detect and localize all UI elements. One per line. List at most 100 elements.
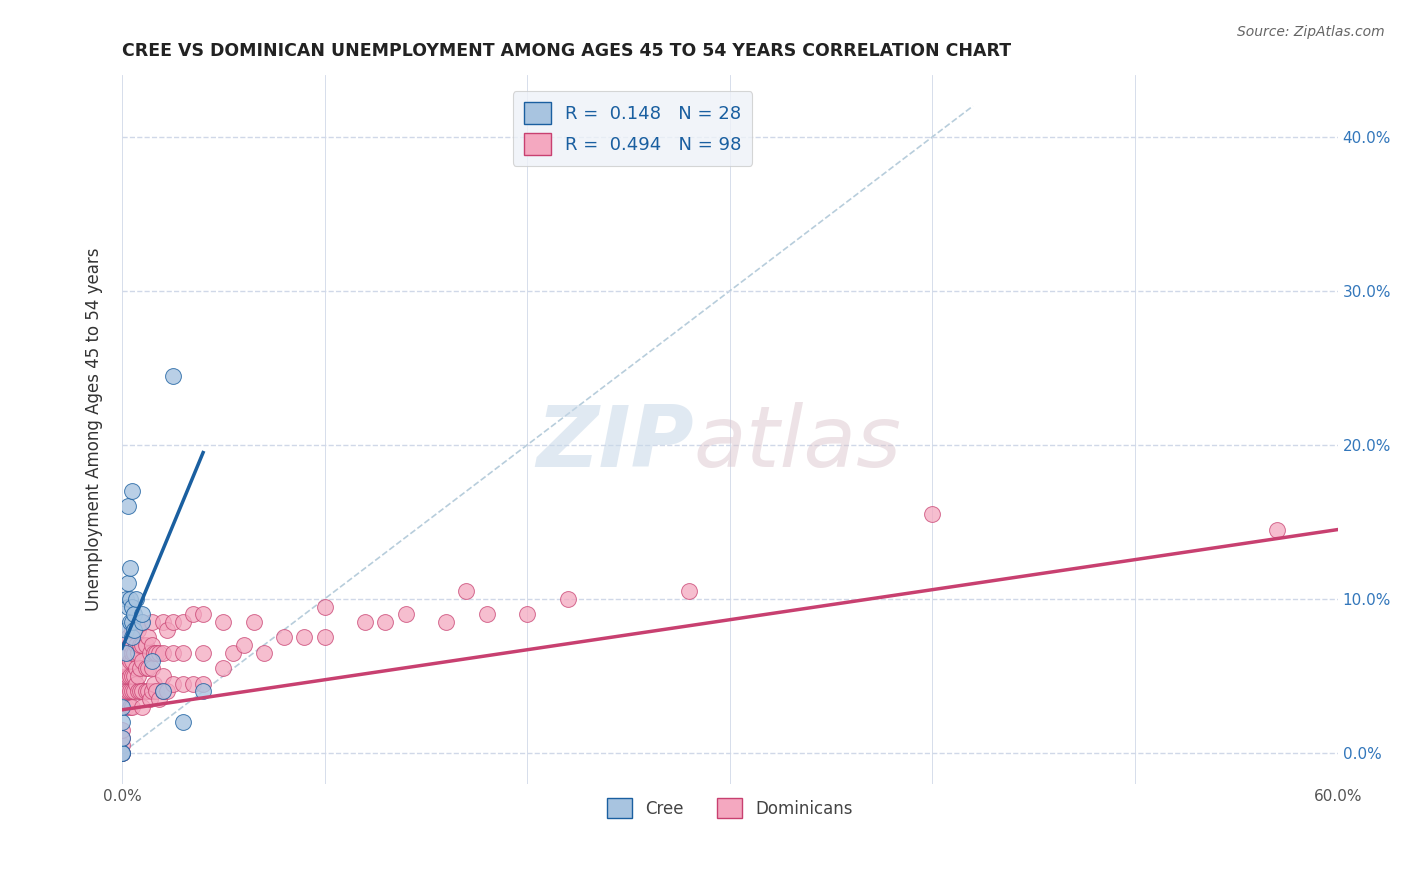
Point — [145, 684, 167, 698]
Point — [152, 669, 174, 683]
Point — [121, 484, 143, 499]
Point — [1265, 523, 1288, 537]
Point — [141, 638, 163, 652]
Point — [138, 684, 160, 698]
Point — [148, 646, 170, 660]
Point — [141, 653, 163, 667]
Point — [121, 615, 143, 629]
Point — [117, 684, 139, 698]
Point — [242, 615, 264, 629]
Point — [131, 699, 153, 714]
Point — [117, 599, 139, 614]
Point — [172, 646, 194, 660]
Y-axis label: Unemployment Among Ages 45 to 54 years: Unemployment Among Ages 45 to 54 years — [86, 248, 103, 611]
Point — [191, 646, 214, 660]
Point — [152, 646, 174, 660]
Point — [127, 623, 149, 637]
Point — [122, 684, 145, 698]
Point — [121, 623, 143, 637]
Point — [125, 591, 148, 606]
Point — [131, 638, 153, 652]
Point — [122, 623, 145, 637]
Point — [122, 607, 145, 622]
Point — [120, 669, 142, 683]
Point — [141, 615, 163, 629]
Point — [115, 684, 138, 698]
Point — [138, 631, 160, 645]
Point — [172, 615, 194, 629]
Point — [120, 615, 142, 629]
Point — [125, 676, 148, 690]
Point — [162, 676, 184, 690]
Point — [115, 646, 138, 660]
Point — [111, 746, 134, 760]
Point — [172, 715, 194, 730]
Point — [314, 631, 336, 645]
Point — [374, 615, 396, 629]
Point — [131, 615, 153, 629]
Point — [120, 591, 142, 606]
Point — [117, 500, 139, 514]
Point — [111, 746, 134, 760]
Point — [131, 653, 153, 667]
Point — [395, 607, 418, 622]
Point — [111, 715, 134, 730]
Point — [292, 631, 315, 645]
Point — [129, 638, 152, 652]
Point — [111, 746, 134, 760]
Point — [232, 638, 254, 652]
Point — [122, 669, 145, 683]
Point — [152, 615, 174, 629]
Point — [131, 607, 153, 622]
Point — [111, 738, 134, 752]
Point — [139, 646, 162, 660]
Point — [115, 699, 138, 714]
Point — [181, 676, 204, 690]
Point — [120, 699, 142, 714]
Point — [145, 646, 167, 660]
Point — [138, 661, 160, 675]
Point — [273, 631, 295, 645]
Point — [121, 653, 143, 667]
Point — [111, 699, 134, 714]
Point — [129, 661, 152, 675]
Point — [115, 669, 138, 683]
Point — [162, 615, 184, 629]
Point — [135, 638, 157, 652]
Point — [156, 623, 179, 637]
Point — [121, 669, 143, 683]
Point — [191, 607, 214, 622]
Point — [121, 631, 143, 645]
Point — [141, 684, 163, 698]
Text: CREE VS DOMINICAN UNEMPLOYMENT AMONG AGES 45 TO 54 YEARS CORRELATION CHART: CREE VS DOMINICAN UNEMPLOYMENT AMONG AGE… — [122, 42, 1011, 60]
Point — [156, 684, 179, 698]
Point — [115, 591, 138, 606]
Point — [121, 599, 143, 614]
Point — [212, 615, 235, 629]
Point — [456, 584, 478, 599]
Point — [212, 661, 235, 675]
Point — [172, 676, 194, 690]
Point — [557, 591, 579, 606]
Point — [125, 661, 148, 675]
Point — [253, 646, 276, 660]
Legend: Cree, Dominicans: Cree, Dominicans — [600, 791, 859, 825]
Point — [122, 646, 145, 660]
Point — [135, 661, 157, 675]
Point — [143, 676, 166, 690]
Point — [111, 723, 134, 737]
Point — [139, 692, 162, 706]
Point — [117, 661, 139, 675]
Point — [191, 684, 214, 698]
Point — [120, 684, 142, 698]
Point — [162, 646, 184, 660]
Point — [162, 368, 184, 383]
Point — [117, 576, 139, 591]
Point — [354, 615, 377, 629]
Point — [181, 607, 204, 622]
Text: ZIP: ZIP — [536, 402, 693, 485]
Point — [115, 623, 138, 637]
Point — [152, 684, 174, 698]
Point — [111, 731, 134, 745]
Point — [117, 631, 139, 645]
